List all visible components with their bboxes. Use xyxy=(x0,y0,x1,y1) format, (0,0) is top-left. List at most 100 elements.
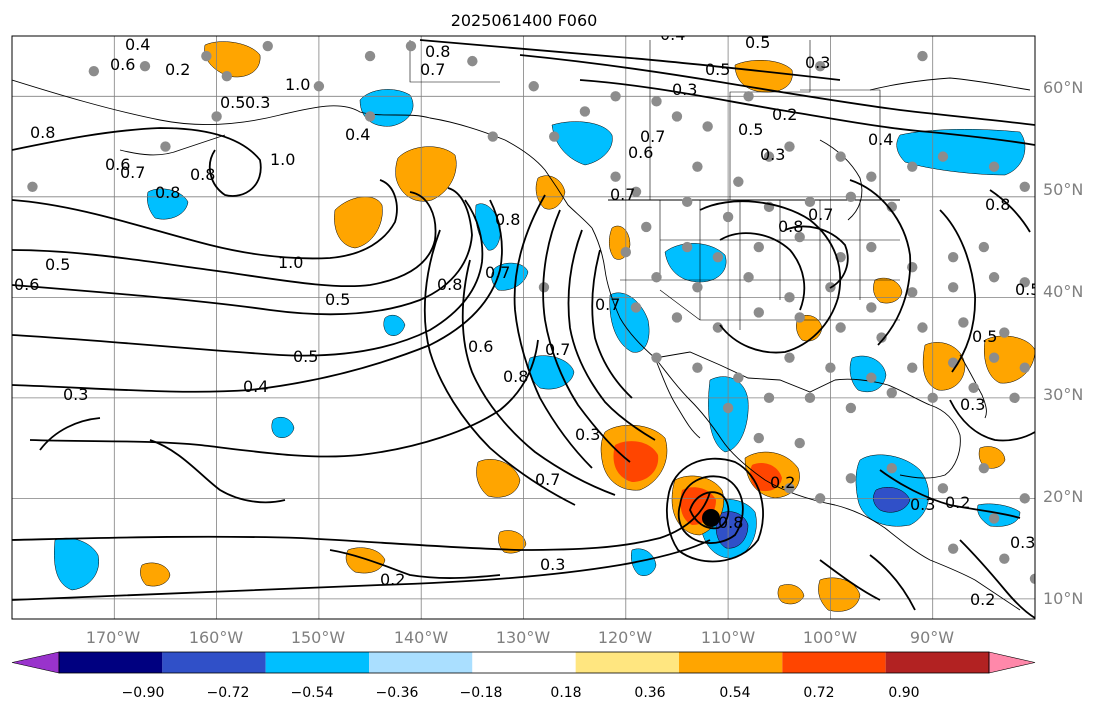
contour-label: 0.5 xyxy=(1015,280,1040,299)
station-marker xyxy=(702,121,713,132)
station-marker xyxy=(886,463,897,474)
station-marker xyxy=(733,176,744,187)
contour-label: 1.0 xyxy=(278,253,303,272)
station-marker xyxy=(937,151,949,162)
station-marker xyxy=(763,151,775,162)
station-marker xyxy=(610,91,621,102)
contour-labels: 0.8 0.7 0.5 0.4 0.3 0.2 0.5 0.6 0.7 1.0 … xyxy=(14,25,1040,609)
lat-tick-label: 40°N xyxy=(1043,282,1083,301)
station-marker xyxy=(1019,362,1030,373)
contour-label: 0.5 xyxy=(972,327,997,346)
contour-label: 0.8 xyxy=(985,195,1010,214)
station-marker xyxy=(784,352,795,363)
contour-line xyxy=(149,439,286,504)
contour-label: 0.3 xyxy=(63,385,88,404)
map-frame xyxy=(11,35,1036,620)
station-marker xyxy=(27,181,38,192)
colorbar-tick-label: 0.54 xyxy=(719,685,750,701)
station-marker xyxy=(364,50,376,62)
station-marker xyxy=(630,302,642,313)
colorbar-frame xyxy=(58,651,990,674)
orange-area-southeast-us xyxy=(922,342,966,391)
contour-label: 0.4 xyxy=(868,130,893,149)
coastline-florida xyxy=(959,354,987,419)
station-marker xyxy=(988,161,1000,172)
contour-label: 0.2 xyxy=(772,105,797,124)
contour-label: 0.4 xyxy=(660,25,685,44)
contour-line xyxy=(39,417,101,451)
contour-line xyxy=(819,559,881,601)
contour-line xyxy=(12,191,437,288)
station-marker xyxy=(753,432,764,444)
station-marker xyxy=(364,111,376,122)
contour-line xyxy=(879,469,1021,519)
orange-area-caribbean xyxy=(978,446,1006,469)
station-marker xyxy=(784,292,795,303)
station-marker xyxy=(405,40,417,52)
station-marker xyxy=(958,317,969,328)
contour-label: 0.5 xyxy=(293,347,318,366)
colorbar-segment xyxy=(575,652,679,673)
station-marker xyxy=(917,322,928,333)
contour-line xyxy=(719,232,806,311)
station-marker xyxy=(692,282,703,293)
station-marker xyxy=(999,553,1010,564)
contour-label: 0.8 xyxy=(778,217,803,236)
station-marker xyxy=(988,513,1000,524)
contour-line xyxy=(699,200,842,354)
blue-area-southwest xyxy=(54,537,100,591)
station-marker xyxy=(753,307,764,318)
contour-line xyxy=(419,39,841,81)
station-marker xyxy=(845,473,857,484)
contour-label: 0.3 xyxy=(805,53,830,72)
station-markers xyxy=(27,40,1035,584)
station-marker xyxy=(262,40,273,52)
contour-label: 0.3 xyxy=(1010,533,1035,552)
colorbar-segment xyxy=(369,652,473,673)
lat-tick-label: 30°N xyxy=(1043,385,1083,404)
colorbar-segment xyxy=(162,652,266,673)
orange-area-south-4 xyxy=(498,530,527,554)
contour-line xyxy=(989,189,1031,233)
station-marker xyxy=(866,302,877,313)
contour-line xyxy=(12,187,473,316)
station-marker xyxy=(211,111,222,122)
station-marker xyxy=(467,55,478,67)
station-marker xyxy=(988,352,1000,363)
station-marker xyxy=(620,246,631,258)
station-marker xyxy=(794,312,805,323)
lon-tick-label: 160°W xyxy=(189,628,244,647)
contour-label: 0.6 xyxy=(628,143,653,162)
station-marker xyxy=(804,196,816,208)
orange-area-south-1 xyxy=(345,547,386,574)
station-marker xyxy=(845,402,857,414)
coastline-hudson-bay xyxy=(819,139,863,221)
contour-line xyxy=(849,179,912,346)
station-marker xyxy=(866,372,877,383)
colorbar-tick-label: −0.72 xyxy=(207,685,250,701)
colorbar-tick-label: −0.54 xyxy=(291,685,334,701)
contour-label: 0.2 xyxy=(770,473,795,492)
station-marker xyxy=(743,272,754,283)
contour-label: 0.5 xyxy=(325,290,350,309)
lon-tick-label: 140°W xyxy=(394,628,449,647)
contour-label: 0.3 xyxy=(540,555,565,574)
lat-lon-gridlines xyxy=(12,36,1035,619)
station-marker xyxy=(784,483,795,494)
orange-area-bering-top xyxy=(204,41,261,78)
orange-area-se-us-2 xyxy=(873,277,903,304)
station-marker xyxy=(876,332,887,343)
contour-label: 0.3 xyxy=(760,145,785,164)
station-marker xyxy=(1019,493,1030,504)
coastline-baja xyxy=(654,357,701,439)
station-marker xyxy=(999,327,1010,338)
contour-label: 0.2 xyxy=(380,570,405,589)
station-marker xyxy=(681,241,693,253)
colorbar-tick-label: 0.18 xyxy=(550,685,581,701)
station-marker xyxy=(917,50,928,62)
red-area-subtropics xyxy=(613,441,659,482)
station-marker xyxy=(313,81,325,92)
storm-center-marker xyxy=(702,509,720,527)
contour-line xyxy=(12,199,484,357)
contour-line xyxy=(677,475,744,544)
